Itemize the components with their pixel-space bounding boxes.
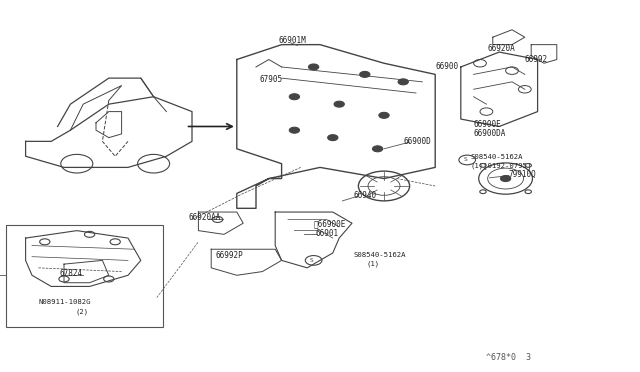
Circle shape [308,64,319,70]
Circle shape [328,135,338,141]
Text: 67905: 67905 [259,76,282,84]
Bar [6,225,163,327]
Text: 66900D: 66900D [403,137,431,146]
Text: S: S [463,157,467,163]
Text: 66900E: 66900E [474,120,501,129]
Text: 66920AA: 66920AA [189,213,221,222]
Text: 66992P: 66992P [215,251,243,260]
Text: S08540-5162A: S08540-5162A [354,252,406,258]
Text: 79910Q: 79910Q [509,170,536,179]
Circle shape [398,79,408,85]
Circle shape [289,94,300,100]
Text: 66901: 66901 [316,229,339,238]
Text: 66900DA: 66900DA [474,129,506,138]
Text: (1)[0192-0795]: (1)[0192-0795] [470,163,532,169]
Circle shape [379,112,389,118]
Text: 66992: 66992 [525,55,548,64]
Circle shape [372,146,383,152]
Text: 66900E: 66900E [314,219,346,228]
Text: N08911-1082G: N08911-1082G [38,299,91,305]
Circle shape [500,176,511,182]
Text: S08540-5162A: S08540-5162A [470,154,523,160]
Text: 66900: 66900 [435,62,458,71]
Text: 66901M: 66901M [278,36,306,45]
Text: (2): (2) [76,308,89,315]
Circle shape [334,101,344,107]
Circle shape [289,127,300,133]
Text: ^678*0  3: ^678*0 3 [486,353,531,362]
Text: 66940: 66940 [353,191,376,200]
Text: (1): (1) [367,261,380,267]
Circle shape [360,71,370,77]
Text: 67824: 67824 [60,269,83,278]
Text: S: S [310,258,314,263]
Text: 66920A: 66920A [488,44,515,53]
